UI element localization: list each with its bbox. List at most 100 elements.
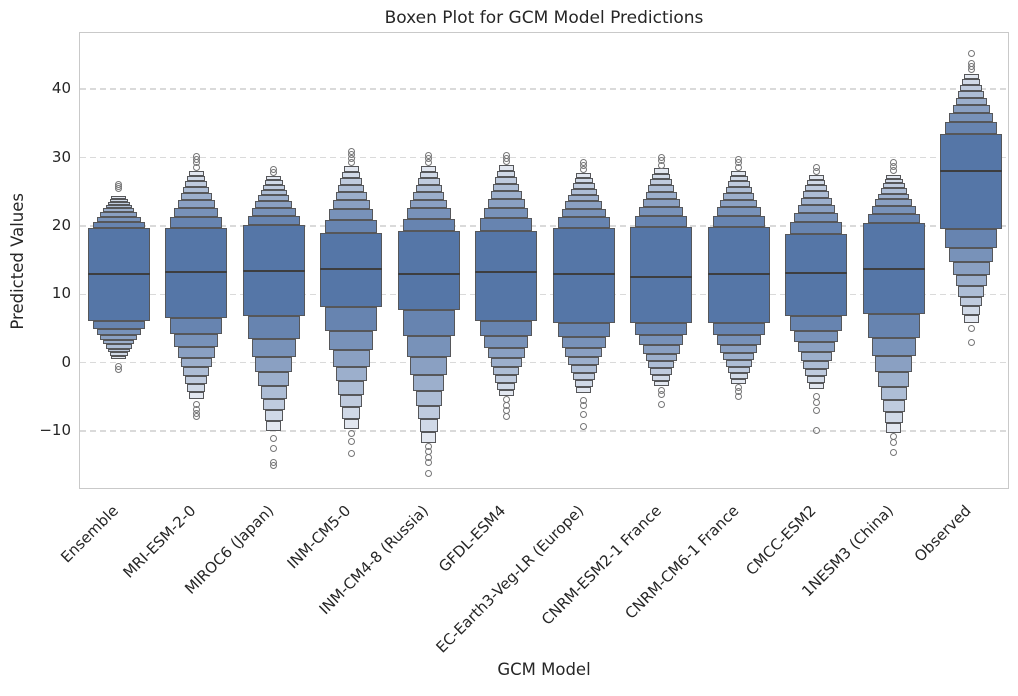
letter-value-box bbox=[867, 213, 920, 224]
letter-value-box bbox=[639, 206, 684, 216]
letter-value-box bbox=[487, 198, 525, 208]
gridline bbox=[80, 362, 1008, 364]
letter-value-box bbox=[332, 200, 370, 210]
outlier-marker bbox=[580, 410, 588, 418]
letter-value-box bbox=[105, 344, 132, 349]
letter-value-box bbox=[340, 395, 363, 408]
letter-value-box bbox=[406, 208, 451, 219]
outlier-marker bbox=[657, 400, 665, 408]
letter-value-box bbox=[955, 275, 987, 287]
letter-value-box bbox=[111, 355, 127, 360]
letter-value-box bbox=[96, 216, 141, 222]
outlier-marker bbox=[347, 430, 355, 438]
letter-value-box bbox=[958, 90, 985, 98]
letter-value-box bbox=[574, 380, 593, 387]
letter-value-box bbox=[417, 406, 440, 420]
outlier-marker bbox=[812, 407, 820, 415]
letter-value-box bbox=[561, 336, 606, 348]
median-line bbox=[862, 268, 925, 271]
letter-value-box bbox=[421, 431, 437, 444]
letter-value-box bbox=[419, 172, 438, 179]
letter-value-box bbox=[880, 188, 907, 194]
letter-value-box bbox=[785, 234, 848, 317]
outlier-marker bbox=[425, 470, 433, 478]
letter-value-box bbox=[495, 375, 518, 383]
outlier-marker bbox=[347, 147, 355, 155]
outlier-marker bbox=[580, 422, 588, 430]
letter-value-box bbox=[808, 383, 824, 390]
letter-value-box bbox=[805, 368, 828, 377]
letter-value-box bbox=[187, 384, 206, 392]
x-tick-label: INM-CM5-0 bbox=[283, 501, 355, 573]
letter-value-box bbox=[645, 353, 677, 362]
letter-value-box bbox=[258, 372, 290, 387]
x-tick-label: Observed bbox=[910, 501, 975, 566]
letter-value-box bbox=[952, 104, 990, 113]
letter-value-box bbox=[952, 262, 990, 276]
letter-value-box bbox=[653, 168, 669, 174]
letter-value-box bbox=[875, 356, 913, 373]
letter-value-box bbox=[871, 206, 916, 214]
gridline bbox=[80, 156, 1008, 159]
letter-value-box bbox=[940, 134, 1003, 230]
plot-area bbox=[79, 32, 1009, 489]
outlier-marker bbox=[580, 402, 588, 410]
median-line bbox=[242, 270, 305, 273]
letter-value-box bbox=[552, 227, 615, 324]
letter-value-box bbox=[630, 227, 693, 324]
letter-value-box bbox=[790, 222, 843, 235]
y-tick-label: 10 bbox=[51, 284, 71, 303]
outlier-marker bbox=[192, 413, 200, 421]
letter-value-box bbox=[109, 352, 128, 356]
letter-value-box bbox=[480, 321, 533, 336]
letter-value-box bbox=[415, 391, 442, 407]
letter-value-box bbox=[712, 323, 765, 335]
median-line bbox=[165, 271, 228, 274]
outlier-marker bbox=[735, 156, 743, 164]
y-axis-label-text: Predicted Values bbox=[8, 193, 27, 330]
letter-value-box bbox=[572, 183, 595, 189]
letter-value-box bbox=[797, 205, 835, 214]
x-tick-label: CMCC-ESM2 bbox=[742, 501, 820, 579]
letter-value-box bbox=[568, 194, 600, 202]
letter-value-box bbox=[557, 217, 610, 228]
outlier-marker bbox=[115, 180, 123, 188]
letter-value-box bbox=[177, 200, 215, 208]
letter-value-box bbox=[807, 179, 826, 186]
letter-value-box bbox=[174, 334, 219, 347]
letter-value-box bbox=[884, 178, 903, 184]
letter-value-box bbox=[880, 386, 907, 400]
letter-value-box bbox=[650, 368, 673, 375]
x-tick-label: GFDL-ESM4 bbox=[435, 501, 510, 576]
letter-value-box bbox=[568, 357, 600, 366]
median-line bbox=[475, 271, 538, 274]
outlier-marker bbox=[967, 339, 975, 347]
letter-value-box bbox=[96, 328, 141, 335]
letter-value-box bbox=[258, 195, 290, 202]
letter-value-box bbox=[642, 198, 680, 207]
letter-value-box bbox=[639, 335, 684, 346]
letter-value-box bbox=[493, 183, 520, 192]
letter-value-box bbox=[335, 366, 367, 382]
letter-value-box bbox=[570, 365, 597, 374]
letter-value-box bbox=[498, 165, 514, 171]
letter-value-box bbox=[712, 216, 765, 228]
letter-value-box bbox=[790, 316, 843, 331]
letter-value-box bbox=[797, 342, 835, 353]
letter-value-box bbox=[572, 373, 595, 381]
chart-title: Boxen Plot for GCM Model Predictions bbox=[384, 8, 704, 28]
letter-value-box bbox=[723, 193, 755, 200]
letter-value-box bbox=[266, 421, 282, 432]
letter-value-box bbox=[570, 188, 597, 195]
letter-value-box bbox=[635, 323, 688, 336]
y-tick-label: 20 bbox=[51, 215, 71, 234]
letter-value-box bbox=[338, 184, 365, 193]
outlier-marker bbox=[967, 59, 975, 67]
letter-value-box bbox=[882, 399, 905, 412]
outlier-marker bbox=[812, 164, 820, 172]
outlier-marker bbox=[270, 434, 278, 442]
letter-value-box bbox=[871, 337, 916, 357]
letter-value-box bbox=[635, 215, 688, 228]
letter-value-box bbox=[320, 232, 383, 308]
letter-value-box bbox=[576, 173, 592, 178]
